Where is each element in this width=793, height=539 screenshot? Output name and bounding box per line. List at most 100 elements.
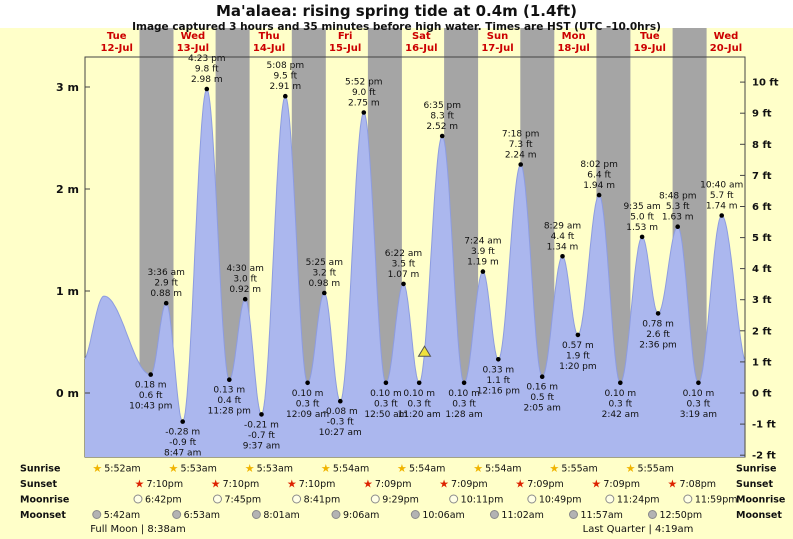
tide-point-label: 0.78 m: [642, 319, 674, 329]
tide-point-label: 2:42 am: [602, 410, 639, 420]
moonrise-time: 10:11pm: [461, 495, 504, 506]
tide-point-label: 11:20 am: [398, 410, 441, 420]
tide-point-dot: [383, 380, 389, 386]
sunrise-time: 5:54am: [485, 464, 521, 475]
sunset-icon: ★: [287, 478, 297, 491]
tide-point-label: -0.7 ft: [248, 431, 275, 441]
tide-point-dot: [496, 357, 501, 362]
sunset-time: 7:09pm: [603, 479, 640, 490]
day-label-weekday: Sat: [412, 31, 431, 42]
tide-point-dot: [719, 213, 724, 218]
tide-point-dot: [338, 398, 343, 404]
sunset-time: 7:10pm: [223, 479, 260, 490]
day-label-date: 18-Jul: [557, 43, 589, 54]
moonrise-icon: [605, 494, 615, 504]
tide-point-label: 12:50 am: [364, 410, 407, 420]
tide-point-dot: [439, 133, 445, 139]
sunrise-icon: ★: [397, 462, 407, 475]
tide-point-label: 0.3 ft: [407, 399, 431, 409]
sunrise-icon: ★: [473, 462, 483, 475]
sunrise-time: 5:55am: [638, 464, 674, 475]
tide-point-label: 0.10 m: [448, 389, 480, 399]
moonset-icon: [92, 510, 102, 519]
moonrise-time: 10:49pm: [539, 495, 582, 506]
feet-axis-label: 9 ft: [752, 109, 772, 120]
moonrise-icon: [683, 494, 693, 504]
tide-point-label: 0.10 m: [604, 389, 636, 399]
tide-point-label: 3.0 ft: [233, 275, 257, 285]
tide-point-label: 0.10 m: [683, 389, 715, 399]
moon-phase-label: Last Quarter | 4:19am: [583, 524, 694, 535]
moonrise-icon: [527, 494, 537, 504]
tide-point-label: 5.0 ft: [630, 212, 654, 222]
sunrise-time: 5:53am: [180, 464, 216, 475]
tide-point-label: 5:52 pm: [345, 78, 383, 88]
tide-point-label: 0.18 m: [135, 381, 167, 391]
tide-point-label: 4:23 pm: [188, 54, 226, 64]
moonrise-time: 11:24pm: [617, 495, 660, 506]
moonrise-time: 7:45pm: [224, 495, 261, 506]
tide-point-dot: [416, 380, 422, 386]
tide-point-label: 2:36 pm: [639, 340, 677, 350]
tide-area: [85, 89, 745, 457]
tide-point-label: 0.5 ft: [530, 393, 554, 403]
tide-point-dot: [259, 412, 264, 417]
tide-point-label: 0.10 m: [370, 389, 402, 399]
day-label-date: 16-Jul: [405, 43, 437, 54]
feet-axis-label: -1 ft: [752, 420, 776, 431]
sunset-icon: ★: [363, 478, 373, 491]
tide-point-label: 7:24 am: [464, 237, 501, 247]
tide-point-label: 12:16 pm: [477, 386, 520, 396]
meter-axis-label: 1 m: [56, 285, 79, 298]
tide-point-label: 1.9 ft: [566, 351, 590, 361]
sunset-icon: ★: [515, 478, 525, 491]
tide-point-label: 11:28 pm: [208, 407, 251, 417]
day-label-date: 15-Jul: [329, 43, 361, 54]
astro-row-label-left: Sunrise: [20, 464, 60, 475]
tide-point-dot: [696, 380, 701, 386]
tide-point-label: 12:09 am: [286, 410, 329, 420]
tide-point-label: 0.10 m: [292, 389, 324, 399]
tide-point-label: 0.6 ft: [139, 391, 163, 401]
sunrise-time: 5:54am: [409, 464, 445, 475]
moonrise-icon: [449, 494, 459, 504]
tide-point-label: 2.6 ft: [646, 330, 670, 340]
tide-point-label: 9:35 am: [623, 202, 660, 212]
moon-phase-label: Full Moon | 8:38am: [90, 524, 186, 535]
tide-point-label: 4:30 am: [227, 264, 264, 274]
astro-row-label-right: Moonrise: [736, 495, 785, 506]
tide-point-label: 8:47 am: [164, 449, 201, 459]
tide-point-dot: [675, 224, 680, 229]
tide-point-label: 0.3 ft: [452, 399, 476, 409]
tide-point-dot: [596, 192, 602, 198]
moonset-time: 12:50pm: [659, 510, 702, 521]
meter-axis-label: 0 m: [56, 387, 79, 400]
sunrise-icon: ★: [245, 462, 255, 475]
tide-point-dot: [461, 380, 467, 386]
day-label-weekday: Mon: [562, 31, 586, 42]
tide-point-label: 1.19 m: [467, 258, 499, 268]
tide-point-label: 1.53 m: [626, 223, 658, 233]
tide-point-label: 2.75 m: [348, 99, 380, 109]
meter-axis-label: 2 m: [56, 183, 79, 196]
moonset-icon: [647, 510, 657, 519]
sunset-icon: ★: [135, 478, 145, 491]
tide-point-dot: [639, 234, 645, 240]
moonset-icon: [410, 510, 420, 519]
tide-point-label: 6:22 am: [385, 249, 422, 259]
day-label-weekday: Tue: [640, 31, 660, 42]
sunset-icon: ★: [439, 478, 449, 491]
tide-point-label: 9.0 ft: [352, 88, 376, 98]
tide-point-label: 1.74 m: [706, 202, 738, 212]
moonset-time: 10:06am: [422, 510, 464, 521]
day-label-weekday: Wed: [181, 31, 206, 42]
sunrise-icon: ★: [626, 462, 636, 475]
feet-axis-label: 7 ft: [752, 171, 772, 182]
astro-row-label-left: Sunset: [20, 479, 57, 490]
feet-axis-label: 4 ft: [752, 264, 772, 275]
tide-point-dot: [618, 380, 623, 386]
tide-point-label: 0.88 m: [150, 289, 182, 299]
moonrise-time: 11:59pm: [695, 495, 738, 506]
